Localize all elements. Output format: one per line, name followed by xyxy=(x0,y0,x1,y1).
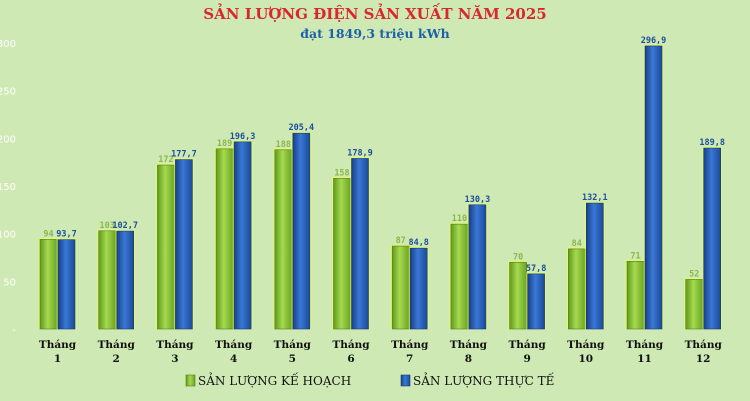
y-tick-label: 100 xyxy=(0,230,16,241)
x-category-label: Tháng xyxy=(450,339,488,351)
x-category-number: 12 xyxy=(696,353,711,365)
data-label-actual: 189,8 xyxy=(699,138,725,148)
bar-actual xyxy=(703,147,722,330)
bar-actual xyxy=(468,204,487,330)
x-category-label: Tháng xyxy=(39,339,77,351)
data-label-actual: 205,4 xyxy=(289,123,315,133)
bar-plan xyxy=(157,164,175,330)
chart-title: SẢN LƯỢNG ĐIỆN SẢN XUẤT NĂM 2025 xyxy=(203,3,546,23)
x-category-number: 11 xyxy=(637,353,652,365)
x-category-number: 8 xyxy=(465,353,472,365)
bar-plan xyxy=(98,230,116,330)
data-label-plan: 158 xyxy=(334,168,349,178)
bars xyxy=(38,44,723,330)
y-tick-label: - xyxy=(12,325,16,336)
bar-plan xyxy=(39,239,58,330)
x-category-label: Tháng xyxy=(274,339,312,351)
data-label-actual: 93,7 xyxy=(56,230,76,240)
bar-plan xyxy=(450,223,469,330)
data-label-actual: 130,3 xyxy=(465,195,491,205)
data-label-plan: 84 xyxy=(572,239,582,249)
data-label-plan: 87 xyxy=(396,236,406,246)
bar-plan xyxy=(685,279,704,330)
x-category-label: Tháng xyxy=(508,339,546,351)
y-tick-label: 50 xyxy=(3,277,16,288)
y-tick-label: 300 xyxy=(0,39,16,50)
data-label-actual: 296,9 xyxy=(641,36,667,46)
x-category-label: Tháng xyxy=(332,339,370,351)
x-category-label: Tháng xyxy=(391,339,429,351)
x-category-label: Tháng xyxy=(156,339,194,351)
data-label-plan: 71 xyxy=(630,251,640,261)
x-category-label: Tháng xyxy=(215,339,253,351)
x-category-number: 4 xyxy=(230,353,237,365)
x-category-number: 2 xyxy=(113,353,120,365)
bar-actual xyxy=(527,273,545,330)
x-category-label: Tháng xyxy=(567,339,605,351)
data-label-actual: 177,7 xyxy=(171,150,197,160)
data-label-actual: 196,3 xyxy=(230,132,256,142)
bar-actual xyxy=(351,158,369,330)
y-tick-label: 150 xyxy=(0,182,16,193)
legend-label-actual: SẢN LƯỢNG THỰC TẾ xyxy=(413,371,555,388)
x-category-number: 6 xyxy=(347,353,354,365)
x-category-label: Tháng xyxy=(685,339,723,351)
legend-label-plan: SẢN LƯỢNG KẾ HOẠCH xyxy=(198,371,351,388)
legend-swatch-actual xyxy=(400,374,411,387)
bar-actual xyxy=(292,132,311,330)
bar-actual xyxy=(175,159,193,330)
x-category-number: 10 xyxy=(578,353,593,365)
x-axis-categories: Tháng 1 Tháng 2 Tháng 3 Tháng 4 Tháng 5 Tháng 6 Thán… xyxy=(39,339,723,365)
bar-plan xyxy=(215,148,234,330)
bar-plan xyxy=(626,261,645,330)
x-category-label: Tháng xyxy=(98,339,136,351)
bar-actual xyxy=(57,239,76,330)
data-label-actual: 178,9 xyxy=(347,148,373,158)
data-label-plan: 110 xyxy=(452,214,467,224)
data-label-plan: 103 xyxy=(100,221,115,231)
data-label-actual: 57,8 xyxy=(526,264,546,274)
bar-plan xyxy=(274,149,293,330)
data-label-plan: 94 xyxy=(43,229,53,239)
y-axis: - 50 100 150 200 250 300 xyxy=(0,39,16,336)
bar-plan xyxy=(567,248,586,330)
data-label-plan: 70 xyxy=(513,252,523,262)
data-label-actual: 84,8 xyxy=(408,238,428,248)
bar-actual xyxy=(585,202,604,330)
bar-plan xyxy=(391,245,410,330)
bar-actual xyxy=(116,230,134,330)
x-category-number: 7 xyxy=(406,353,413,365)
legend: SẢN LƯỢNG KẾ HOẠCH SẢN LƯỢNG THỰC TẾ xyxy=(185,371,555,388)
data-label-actual: 132,1 xyxy=(582,193,608,203)
data-label-plan: 188 xyxy=(276,140,291,150)
data-label-actual: 102,7 xyxy=(112,221,138,231)
legend-swatch-plan xyxy=(185,374,196,387)
bar-actual xyxy=(409,247,428,330)
x-category-number: 5 xyxy=(289,353,296,365)
chart-subtitle: đạt 1849,3 triệu kWh xyxy=(300,26,449,41)
bar-plan xyxy=(333,178,351,330)
x-category-number: 9 xyxy=(523,353,530,365)
bar-actual xyxy=(233,141,252,330)
data-label-plan: 189 xyxy=(217,139,232,149)
y-tick-label: 200 xyxy=(0,134,16,145)
y-tick-label: 250 xyxy=(0,87,16,98)
data-label-plan: 52 xyxy=(689,269,699,279)
x-category-number: 3 xyxy=(171,353,178,365)
data-label-plan: 172 xyxy=(158,155,173,165)
x-category-number: 1 xyxy=(54,353,61,365)
bar-plan xyxy=(509,261,527,330)
bar-actual xyxy=(644,45,663,330)
x-category-label: Tháng xyxy=(626,339,664,351)
